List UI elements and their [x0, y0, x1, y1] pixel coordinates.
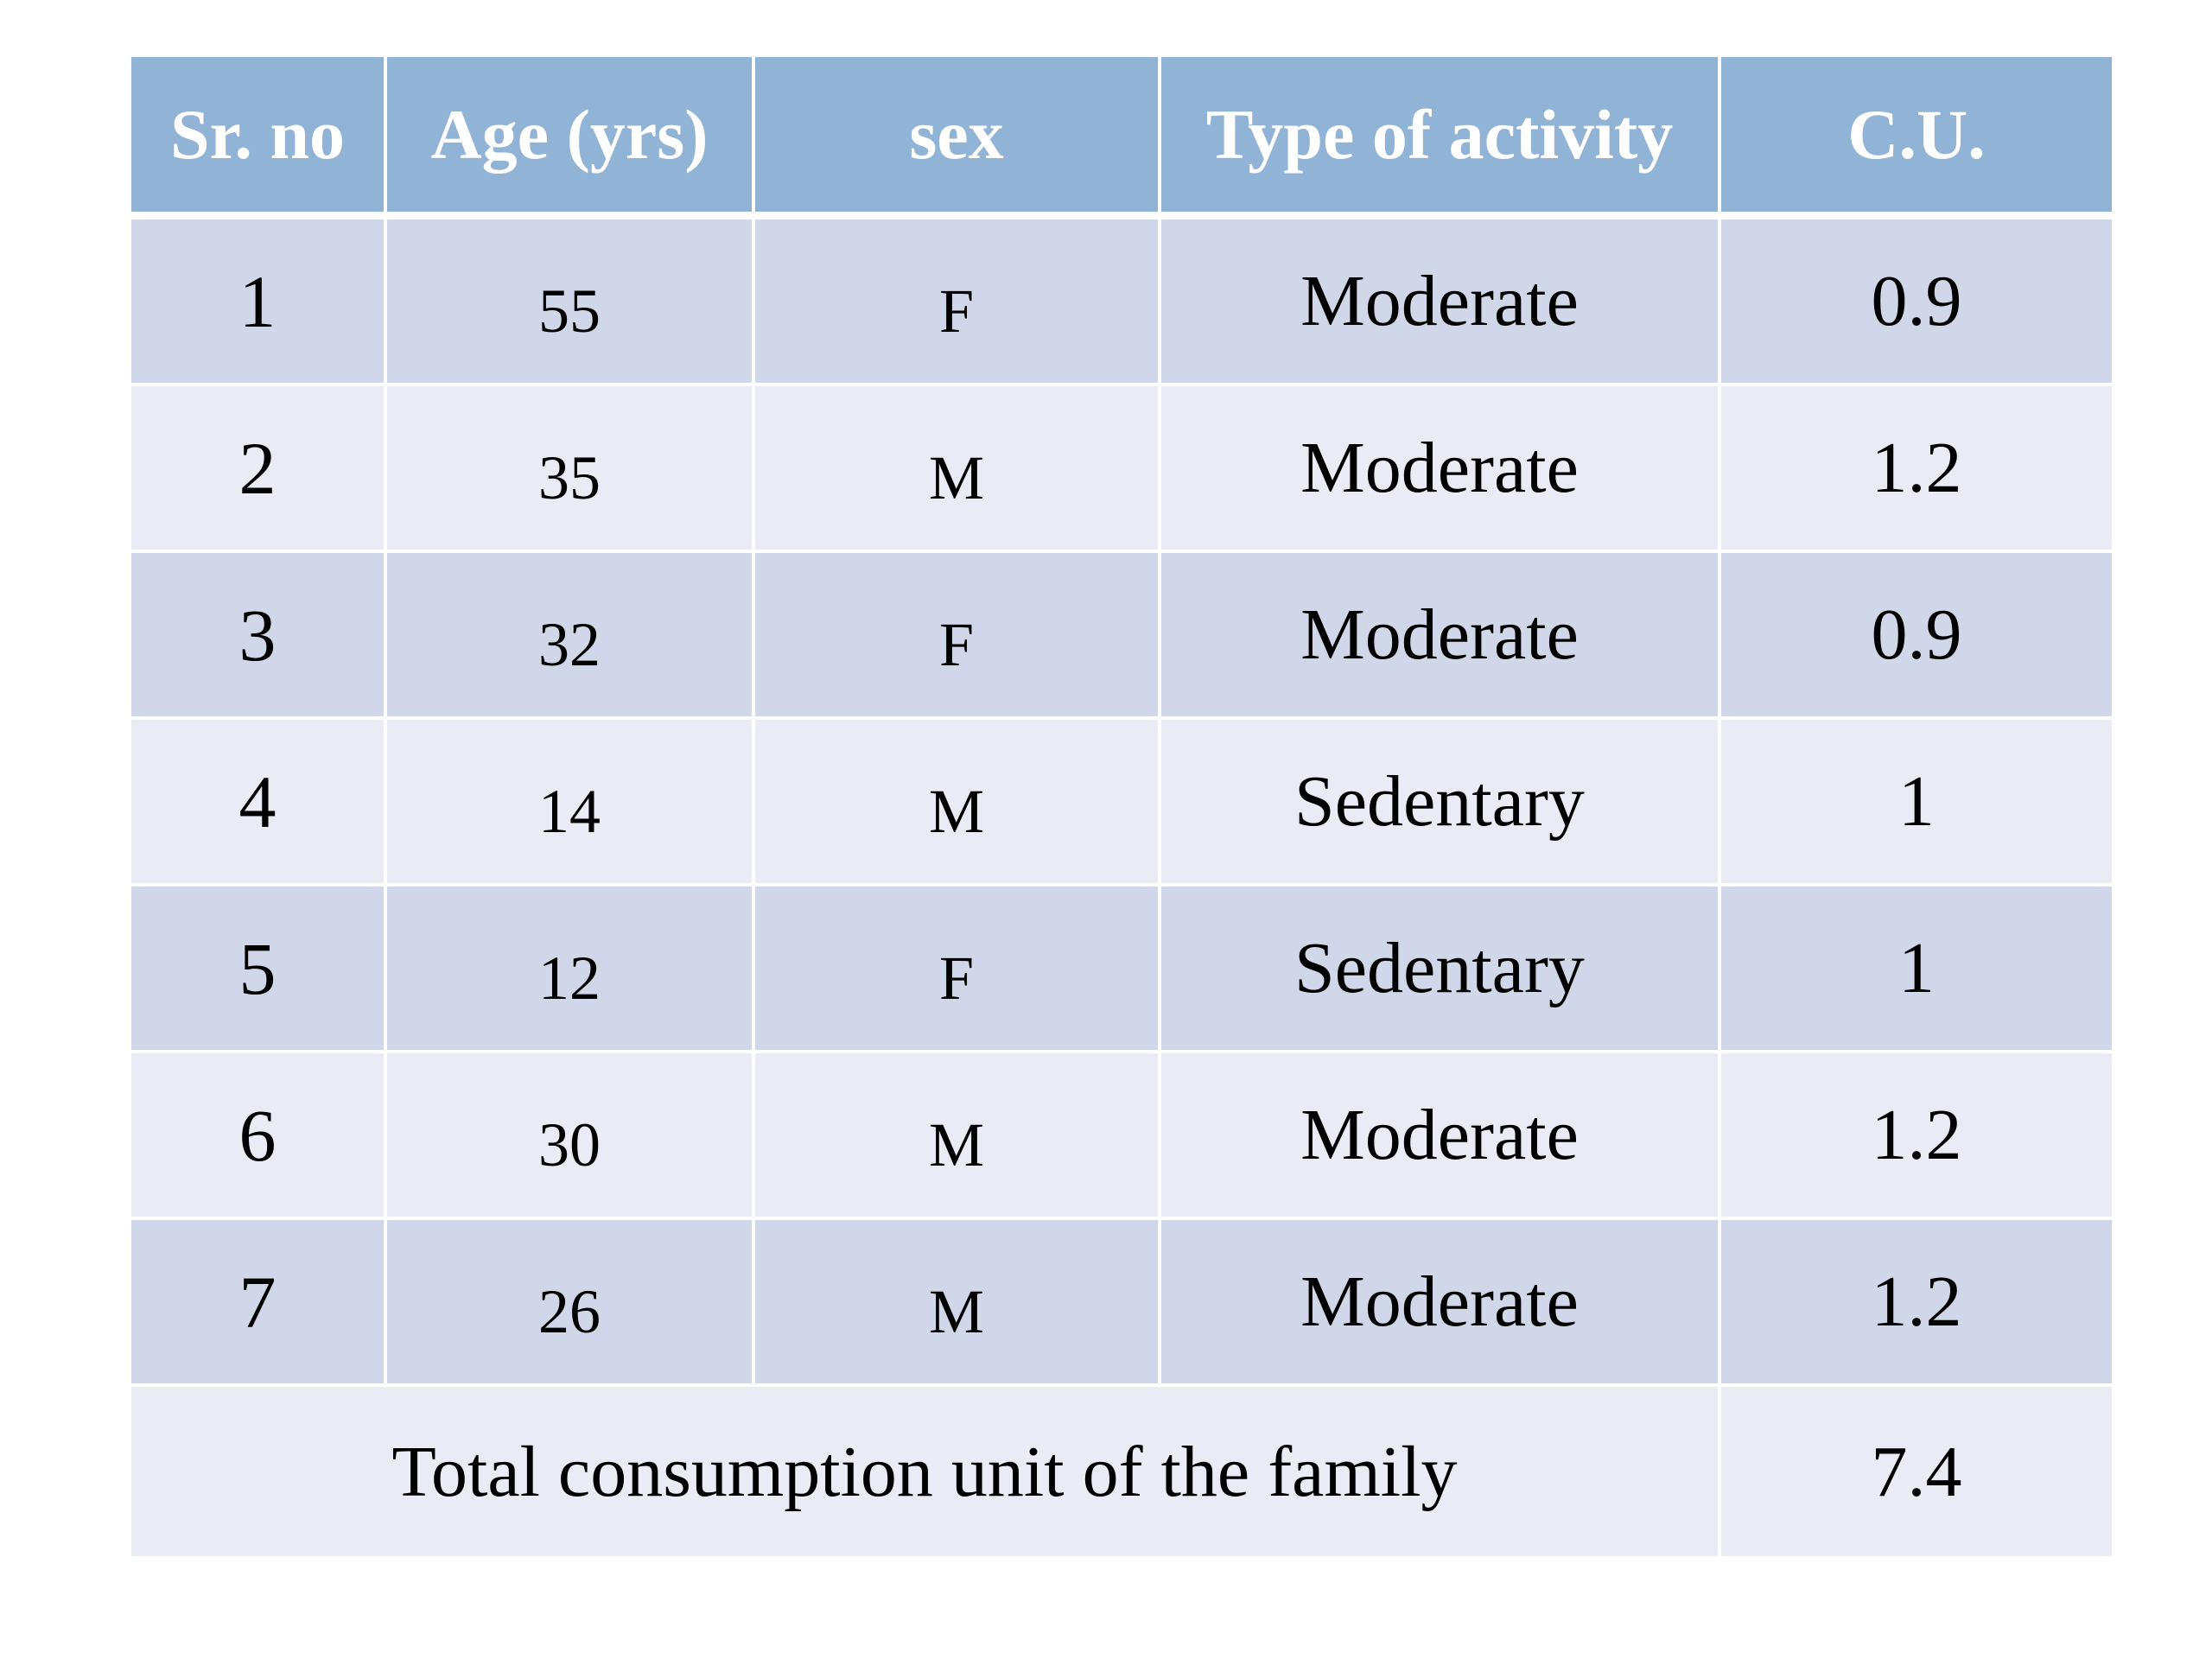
activity-cell: Moderate — [1161, 386, 1721, 553]
total-value: 7.4 — [1721, 1387, 2112, 1556]
sr-no-cell: 6 — [131, 1053, 387, 1220]
table-row: 4 14 M Sedentary 1 — [131, 720, 2112, 887]
sex-cell: M — [755, 1053, 1161, 1220]
sr-no-cell: 1 — [131, 219, 387, 386]
consumption-unit-table: Sr. no Age (yrs) sex Type of activity C.… — [131, 57, 2112, 1556]
cu-cell: 0.9 — [1721, 219, 2112, 386]
sex-cell: F — [755, 887, 1161, 1053]
header-cu: C.U. — [1721, 57, 2112, 219]
cu-cell: 1 — [1721, 887, 2112, 1053]
activity-cell: Moderate — [1161, 1053, 1721, 1220]
sex-cell: F — [755, 219, 1161, 386]
cu-cell: 1.2 — [1721, 1053, 2112, 1220]
sr-no-cell: 3 — [131, 553, 387, 720]
sex-cell: M — [755, 720, 1161, 887]
age-cell: 55 — [387, 219, 755, 386]
activity-cell: Moderate — [1161, 219, 1721, 386]
age-cell: 35 — [387, 386, 755, 553]
sex-cell: F — [755, 553, 1161, 720]
table-row: 1 55 F Moderate 0.9 — [131, 219, 2112, 386]
cu-cell: 1.2 — [1721, 1220, 2112, 1387]
age-cell: 26 — [387, 1220, 755, 1387]
sr-no-cell: 4 — [131, 720, 387, 887]
table-row: 7 26 M Moderate 1.2 — [131, 1220, 2112, 1387]
header-activity: Type of activity — [1161, 57, 1721, 219]
activity-cell: Moderate — [1161, 553, 1721, 720]
sex-cell: M — [755, 1220, 1161, 1387]
table-row: 2 35 M Moderate 1.2 — [131, 386, 2112, 553]
age-cell: 30 — [387, 1053, 755, 1220]
cu-cell: 1.2 — [1721, 386, 2112, 553]
cu-cell: 0.9 — [1721, 553, 2112, 720]
age-cell: 14 — [387, 720, 755, 887]
total-row: Total consumption unit of the family 7.4 — [131, 1387, 2112, 1556]
sr-no-cell: 5 — [131, 887, 387, 1053]
header-age: Age (yrs) — [387, 57, 755, 219]
header-sex: sex — [755, 57, 1161, 219]
header-sr-no: Sr. no — [131, 57, 387, 219]
table-row: 3 32 F Moderate 0.9 — [131, 553, 2112, 720]
total-label: Total consumption unit of the family — [131, 1387, 1721, 1556]
sr-no-cell: 7 — [131, 1220, 387, 1387]
table-row: 6 30 M Moderate 1.2 — [131, 1053, 2112, 1220]
activity-cell: Sedentary — [1161, 720, 1721, 887]
activity-cell: Moderate — [1161, 1220, 1721, 1387]
cu-cell: 1 — [1721, 720, 2112, 887]
sex-cell: M — [755, 386, 1161, 553]
age-cell: 32 — [387, 553, 755, 720]
header-row: Sr. no Age (yrs) sex Type of activity C.… — [131, 57, 2112, 219]
activity-cell: Sedentary — [1161, 887, 1721, 1053]
sr-no-cell: 2 — [131, 386, 387, 553]
table-row: 5 12 F Sedentary 1 — [131, 887, 2112, 1053]
age-cell: 12 — [387, 887, 755, 1053]
